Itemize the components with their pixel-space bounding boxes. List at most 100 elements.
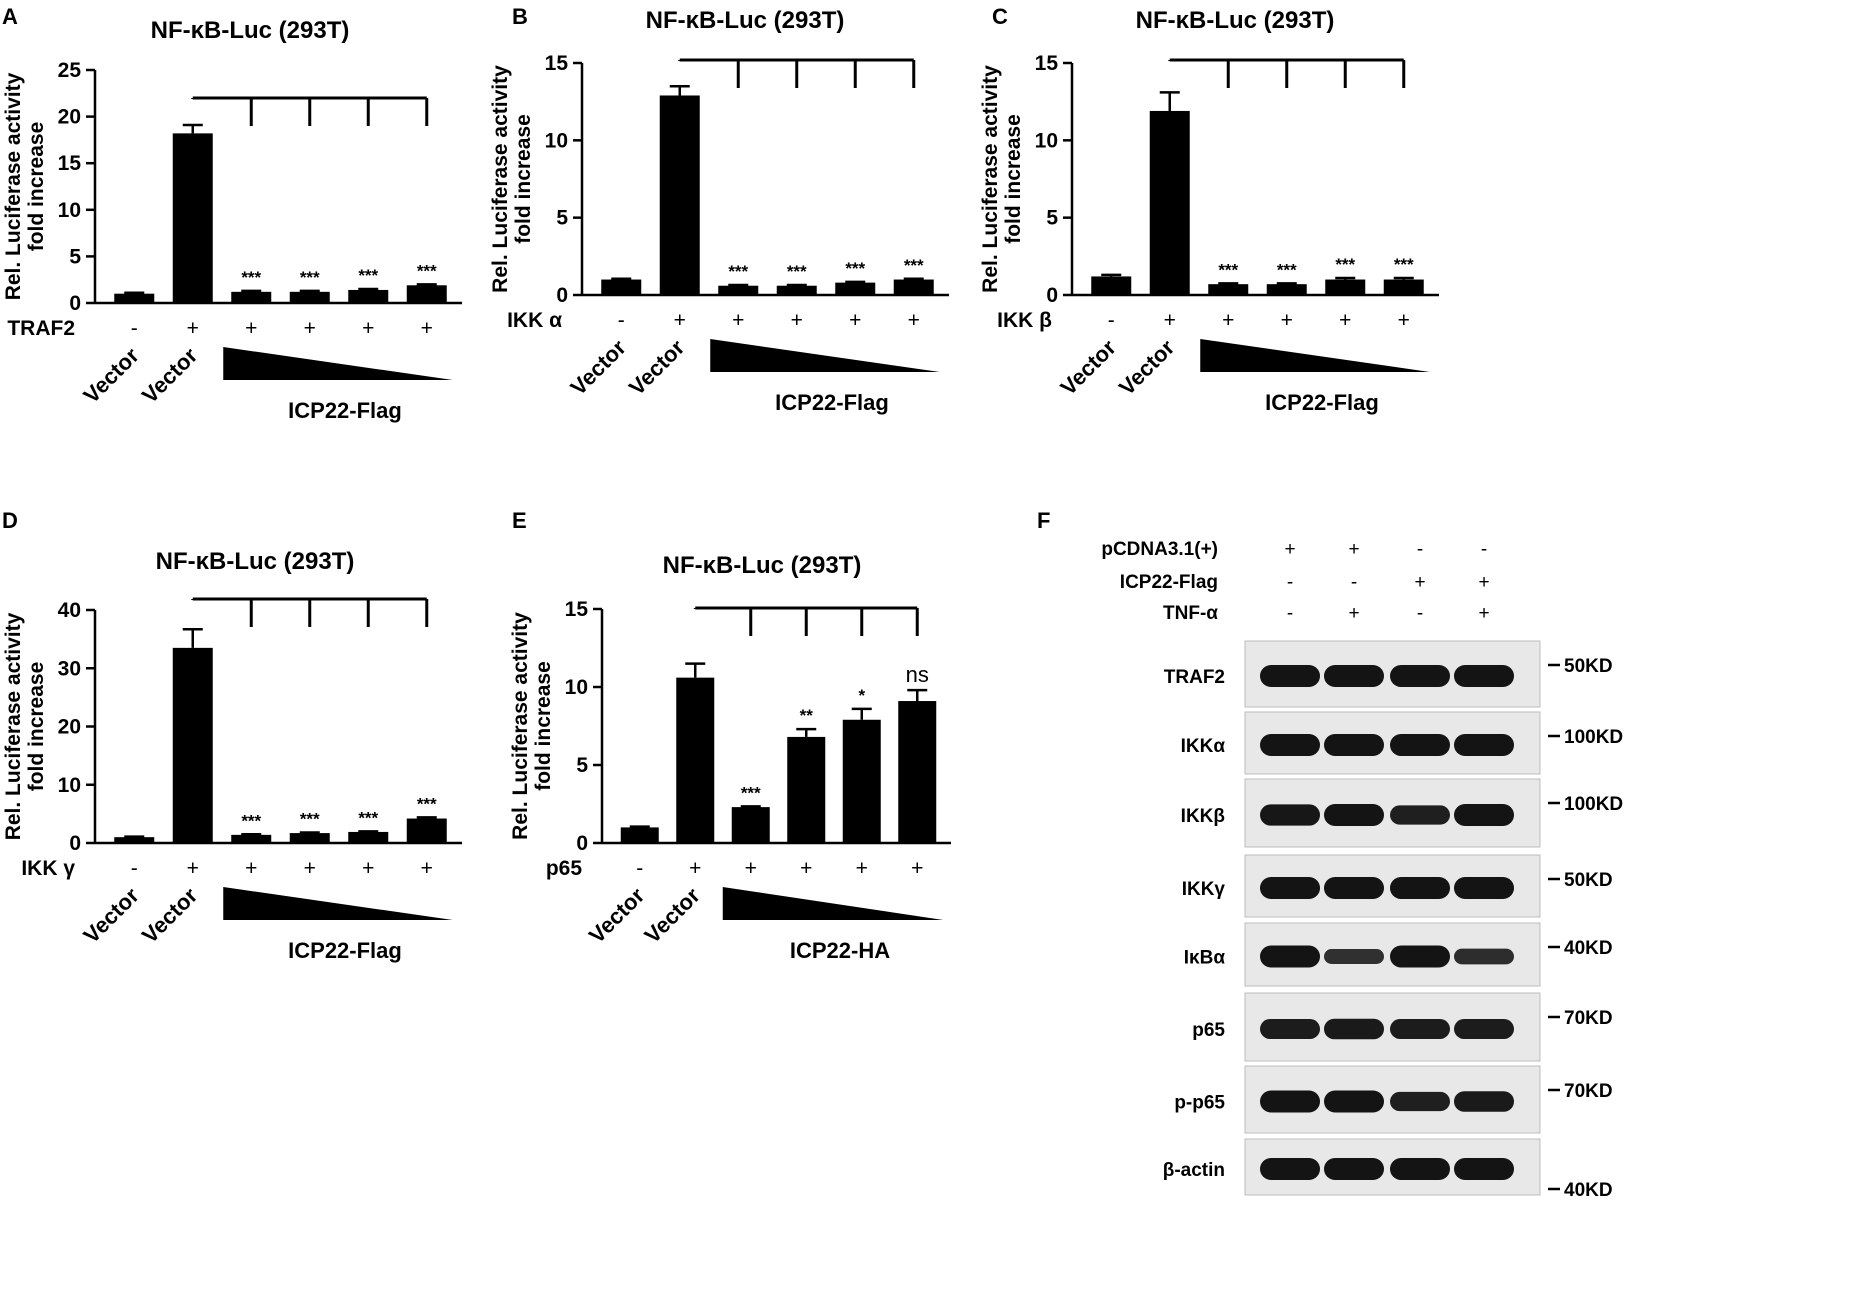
blot-band bbox=[1260, 665, 1320, 687]
gradient-wedge bbox=[223, 347, 453, 380]
condition-sign: + bbox=[304, 857, 316, 880]
blot-row-label: p-p65 bbox=[1174, 1093, 1225, 1114]
significance-label: *** bbox=[1394, 255, 1414, 274]
blot-band bbox=[1324, 734, 1384, 756]
gradient-label: ICP22-Flag bbox=[775, 390, 889, 415]
blot-band bbox=[1260, 1158, 1320, 1180]
factor-label: TRAF2 bbox=[7, 317, 75, 340]
factor-label: IKK α bbox=[507, 309, 562, 332]
y-tick-label: 25 bbox=[58, 59, 82, 82]
blot-row-label: β-actin bbox=[1163, 1160, 1225, 1181]
blot-band bbox=[1390, 1019, 1450, 1039]
significance-label: *** bbox=[1218, 260, 1238, 279]
panel-d: D NF-κB-Luc (293T) Rel. Luciferase activit… bbox=[2, 508, 462, 963]
gradient-wedge bbox=[1200, 339, 1430, 372]
bar bbox=[348, 289, 389, 303]
marker-label: 40KD bbox=[1564, 1180, 1613, 1201]
gradient-label: ICP22-HA bbox=[790, 938, 890, 963]
y-tick-label: 5 bbox=[1046, 207, 1058, 230]
condition-label: ICP22-Flag bbox=[1120, 572, 1218, 593]
significance-label: *** bbox=[241, 811, 261, 830]
condition-sign: + bbox=[245, 857, 257, 880]
bar bbox=[835, 282, 876, 295]
panel-letter: E bbox=[512, 508, 527, 533]
y-tick-label: 5 bbox=[556, 207, 568, 230]
y-tick-label: 5 bbox=[69, 245, 81, 268]
chart-title: NF-κB-Luc (293T) bbox=[156, 548, 355, 575]
marker-label: 50KD bbox=[1564, 870, 1613, 891]
y-tick-label: 0 bbox=[69, 292, 81, 315]
significance-label: ** bbox=[800, 706, 814, 725]
condition-sign: + bbox=[911, 857, 923, 880]
y-axis-label: Rel. Luciferase activity bbox=[509, 612, 532, 840]
vector-label: Vector bbox=[584, 883, 650, 949]
condition-sign: + bbox=[187, 857, 199, 880]
bar bbox=[172, 647, 213, 843]
condition-sign: - bbox=[1287, 603, 1293, 624]
condition-sign: - bbox=[618, 309, 625, 332]
bar bbox=[289, 291, 330, 303]
marker-label: 40KD bbox=[1564, 938, 1613, 959]
marker-label: 70KD bbox=[1564, 1081, 1613, 1102]
y-axis-label: fold increase bbox=[25, 122, 48, 252]
y-tick-label: 10 bbox=[58, 774, 81, 797]
gradient-label: ICP22-Flag bbox=[288, 398, 402, 423]
panel-letter: A bbox=[2, 4, 18, 29]
blot-band bbox=[1390, 734, 1450, 756]
condition-sign: + bbox=[1339, 309, 1351, 332]
significance-label: *** bbox=[241, 268, 261, 287]
y-tick-label: 10 bbox=[58, 199, 81, 222]
blot-band bbox=[1454, 734, 1514, 756]
condition-sign: + bbox=[732, 309, 744, 332]
bar bbox=[231, 834, 272, 843]
condition-sign: + bbox=[849, 309, 861, 332]
significance-label: *** bbox=[741, 783, 761, 802]
marker-label: 70KD bbox=[1564, 1008, 1613, 1029]
blot-band bbox=[1260, 877, 1320, 899]
panel-letter: F bbox=[1037, 508, 1050, 533]
factor-label: IKK β bbox=[997, 309, 1052, 332]
y-tick-label: 0 bbox=[576, 832, 588, 855]
blot-band bbox=[1260, 804, 1320, 826]
condition-sign: + bbox=[1478, 603, 1489, 624]
condition-sign: + bbox=[1348, 603, 1359, 624]
blot-row-label: TRAF2 bbox=[1164, 667, 1225, 688]
marker-label: 100KD bbox=[1564, 794, 1623, 815]
vector-label: Vector bbox=[79, 883, 145, 949]
condition-sign: + bbox=[800, 857, 812, 880]
condition-sign: + bbox=[856, 857, 868, 880]
y-tick-label: 10 bbox=[1035, 129, 1058, 152]
condition-sign: + bbox=[674, 309, 686, 332]
condition-sign: + bbox=[304, 317, 316, 340]
bar bbox=[114, 293, 155, 303]
condition-sign: + bbox=[1281, 309, 1293, 332]
bar bbox=[1383, 279, 1424, 295]
condition-sign: - bbox=[1108, 309, 1115, 332]
condition-sign: + bbox=[421, 857, 433, 880]
condition-sign: + bbox=[362, 317, 374, 340]
significance-label: *** bbox=[417, 261, 437, 280]
condition-sign: + bbox=[1398, 309, 1410, 332]
gradient-wedge bbox=[722, 887, 944, 920]
y-axis-label: fold increase bbox=[25, 662, 48, 792]
y-axis-label: Rel. Luciferase activity bbox=[2, 612, 25, 840]
bar bbox=[406, 818, 447, 843]
vector-label: Vector bbox=[137, 343, 203, 409]
bar bbox=[172, 133, 213, 303]
gradient-wedge bbox=[710, 339, 940, 372]
y-axis-label: fold increase bbox=[1002, 114, 1025, 244]
y-axis-label: Rel. Luciferase activity bbox=[2, 72, 25, 300]
bar bbox=[787, 736, 826, 843]
panel-b: B NF-κB-Luc (293T) Rel. Luciferase activit… bbox=[489, 4, 949, 415]
blot-band bbox=[1324, 877, 1384, 899]
y-tick-label: 15 bbox=[1035, 52, 1059, 75]
significance-label: *** bbox=[300, 268, 320, 287]
significance-label: *** bbox=[787, 262, 807, 281]
vector-label: Vector bbox=[1114, 335, 1180, 401]
gradient-wedge bbox=[223, 887, 453, 920]
blot-band bbox=[1324, 1018, 1384, 1040]
vector-label: Vector bbox=[640, 883, 706, 949]
condition-sign: - bbox=[1417, 539, 1423, 560]
factor-label: p65 bbox=[546, 857, 583, 880]
